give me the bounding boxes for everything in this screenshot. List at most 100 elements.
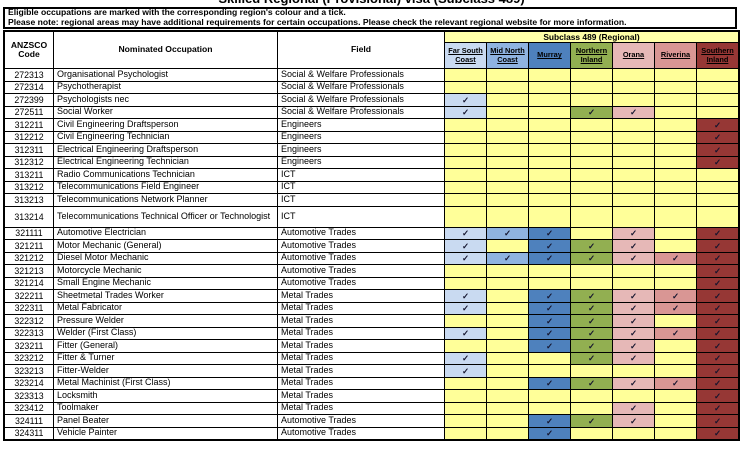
cell-occupation: Welder (First Class)	[54, 327, 277, 339]
subclass-489-band: Subclass 489 (Regional)	[445, 32, 738, 42]
tick-icon: ✓	[713, 157, 722, 168]
tick-icon: ✓	[629, 107, 638, 118]
region-header-orana[interactable]: Orana	[613, 43, 654, 68]
cell-region-orana	[613, 206, 654, 227]
cell-region-murray: ✓	[529, 227, 570, 239]
cell-region-orana	[613, 144, 654, 156]
cell-anzsco-code: 322211	[5, 290, 53, 302]
cell-region-murray: ✓	[529, 377, 570, 389]
cell-region-ni: ✓	[571, 340, 612, 352]
tick-icon: ✓	[545, 290, 554, 301]
cell-region-orana	[613, 277, 654, 289]
cell-region-riverina	[655, 352, 696, 364]
cell-region-mnc	[487, 81, 528, 93]
tick-icon: ✓	[629, 403, 638, 414]
cell-region-murray: ✓	[529, 315, 570, 327]
cell-region-si	[697, 69, 738, 81]
cell-field: Social & Welfare Professionals	[278, 106, 444, 118]
cell-region-si	[697, 206, 738, 227]
tick-icon: ✓	[461, 107, 470, 118]
region-header-riverina[interactable]: Riverina	[655, 43, 696, 68]
cell-region-fsc: ✓	[445, 227, 486, 239]
cell-region-riverina: ✓	[655, 252, 696, 264]
tick-icon: ✓	[545, 428, 554, 439]
region-header-fsc[interactable]: Far South Coast	[445, 43, 486, 68]
cell-region-fsc	[445, 265, 486, 277]
cell-region-ni	[571, 81, 612, 93]
cell-region-orana	[613, 365, 654, 377]
cell-region-riverina	[655, 181, 696, 193]
cell-region-mnc	[487, 302, 528, 314]
tick-icon: ✓	[713, 119, 722, 130]
cell-region-murray	[529, 69, 570, 81]
cell-region-orana	[613, 94, 654, 106]
cell-region-si: ✓	[697, 377, 738, 389]
cell-region-murray	[529, 265, 570, 277]
cell-region-fsc	[445, 277, 486, 289]
cell-anzsco-code: 272314	[5, 81, 53, 93]
cell-region-riverina	[655, 144, 696, 156]
region-header-si[interactable]: Southern Inland	[697, 43, 738, 68]
cell-region-orana	[613, 194, 654, 206]
tick-icon: ✓	[713, 144, 722, 155]
cell-field: Metal Trades	[278, 327, 444, 339]
tick-icon: ✓	[545, 303, 554, 314]
cell-region-riverina	[655, 402, 696, 414]
cell-region-mnc	[487, 169, 528, 181]
cell-region-murray: ✓	[529, 327, 570, 339]
cell-anzsco-code: 272313	[5, 69, 53, 81]
cell-region-fsc: ✓	[445, 365, 486, 377]
cell-region-fsc	[445, 390, 486, 402]
cell-region-fsc	[445, 169, 486, 181]
tick-icon: ✓	[587, 290, 596, 301]
cell-occupation: Electrical Engineering Technician	[54, 156, 277, 168]
cell-region-si: ✓	[697, 119, 738, 131]
cell-region-si	[697, 194, 738, 206]
cell-region-mnc	[487, 156, 528, 168]
cell-occupation: Telecommunications Field Engineer	[54, 181, 277, 193]
cell-field: Metal Trades	[278, 377, 444, 389]
cell-occupation: Small Engine Mechanic	[54, 277, 277, 289]
region-header-ni[interactable]: Northern Inland	[571, 43, 612, 68]
cell-anzsco-code: 313214	[5, 206, 53, 227]
cell-region-ni	[571, 169, 612, 181]
cell-region-riverina	[655, 277, 696, 289]
occupations-table: ANZSCO Code Nominated Occupation Field S…	[3, 30, 740, 441]
cell-region-si: ✓	[697, 156, 738, 168]
tick-icon: ✓	[545, 253, 554, 264]
cell-region-riverina	[655, 69, 696, 81]
tick-icon: ✓	[671, 328, 680, 339]
region-header-murray[interactable]: Murray	[529, 43, 570, 68]
region-header-mnc[interactable]: Mid North Coast	[487, 43, 528, 68]
cell-occupation: Fitter (General)	[54, 340, 277, 352]
cell-region-mnc	[487, 315, 528, 327]
cell-anzsco-code: 312211	[5, 119, 53, 131]
cell-region-riverina	[655, 390, 696, 402]
cell-region-si: ✓	[697, 131, 738, 143]
cell-occupation: Organisational Psychologist	[54, 69, 277, 81]
cell-region-mnc	[487, 415, 528, 427]
cell-region-murray	[529, 365, 570, 377]
tick-icon: ✓	[629, 378, 638, 389]
cell-region-orana: ✓	[613, 415, 654, 427]
tick-icon: ✓	[545, 378, 554, 389]
cell-region-fsc	[445, 181, 486, 193]
cell-region-mnc	[487, 131, 528, 143]
cell-region-murray: ✓	[529, 252, 570, 264]
cell-region-si: ✓	[697, 302, 738, 314]
cell-region-fsc	[445, 340, 486, 352]
cell-region-si	[697, 181, 738, 193]
tick-icon: ✓	[587, 303, 596, 314]
cell-region-fsc	[445, 131, 486, 143]
cell-region-ni: ✓	[571, 327, 612, 339]
cell-anzsco-code: 272511	[5, 106, 53, 118]
tick-icon: ✓	[545, 315, 554, 326]
cell-region-ni	[571, 427, 612, 439]
cell-region-mnc	[487, 427, 528, 439]
cell-region-orana	[613, 69, 654, 81]
cell-region-fsc	[445, 144, 486, 156]
tick-icon: ✓	[713, 240, 722, 251]
cell-field: Social & Welfare Professionals	[278, 69, 444, 81]
cell-region-fsc: ✓	[445, 240, 486, 252]
cell-region-mnc	[487, 106, 528, 118]
